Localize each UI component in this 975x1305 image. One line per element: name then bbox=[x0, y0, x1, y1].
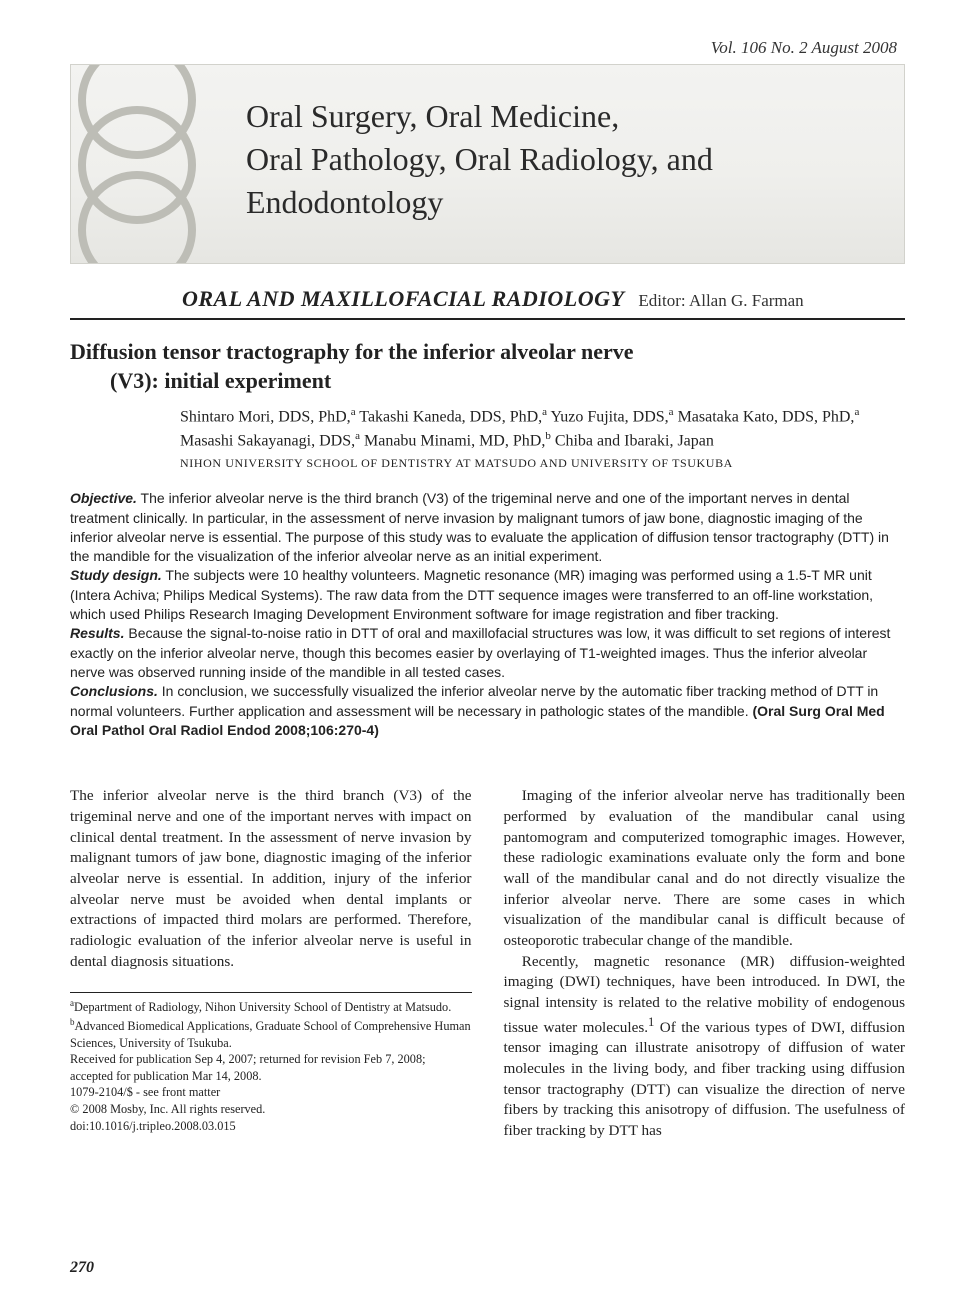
section-header: ORAL AND MAXILLOFACIAL RADIOLOGY Editor:… bbox=[70, 286, 905, 320]
article-title: Diffusion tensor tractography for the in… bbox=[70, 338, 905, 395]
abstract-block: Objective. The inferior alveolar nerve i… bbox=[70, 489, 905, 740]
footnote-copyright: © 2008 Mosby, Inc. All rights reserved. bbox=[70, 1101, 472, 1118]
abstract-results-text: Because the signal-to-noise ratio in DTT… bbox=[70, 625, 890, 680]
body-paragraph: Imaging of the inferior alveolar nerve h… bbox=[504, 786, 906, 951]
footnote-issn: 1079-2104/$ - see front matter bbox=[70, 1084, 472, 1101]
abstract-objective-text: The inferior alveolar nerve is the third… bbox=[70, 490, 889, 564]
section-name: ORAL AND MAXILLOFACIAL RADIOLOGY bbox=[182, 286, 624, 312]
section-editor: Editor: Allan G. Farman bbox=[638, 291, 803, 311]
rings-icon bbox=[70, 64, 247, 264]
page-number: 270 bbox=[70, 1259, 94, 1277]
abstract-study-label: Study design. bbox=[70, 567, 162, 583]
abstract-study-text: The subjects were 10 healthy volunteers.… bbox=[70, 567, 873, 622]
abstract-results-label: Results. bbox=[70, 625, 124, 641]
affiliation-caps: NIHON UNIVERSITY SCHOOL OF DENTISTRY AT … bbox=[70, 456, 905, 471]
body-columns: The inferior alveolar nerve is the third… bbox=[70, 786, 905, 1141]
left-column: The inferior alveolar nerve is the third… bbox=[70, 786, 472, 1141]
journal-title-line: Oral Surgery, Oral Medicine, bbox=[246, 98, 619, 134]
journal-title-line: Oral Pathology, Oral Radiology, and bbox=[246, 141, 713, 177]
article-title-line2: (V3): initial experiment bbox=[70, 367, 905, 396]
article-title-line1: Diffusion tensor tractography for the in… bbox=[70, 339, 634, 364]
footnote-received: Received for publication Sep 4, 2007; re… bbox=[70, 1051, 472, 1084]
footnotes-block: aDepartment of Radiology, Nihon Universi… bbox=[70, 992, 472, 1134]
right-column: Imaging of the inferior alveolar nerve h… bbox=[504, 786, 906, 1141]
journal-title: Oral Surgery, Oral Medicine, Oral Pathol… bbox=[246, 95, 884, 225]
abstract-objective-label: Objective. bbox=[70, 490, 137, 506]
authors-block: Shintaro Mori, DDS, PhD,a Takashi Kaneda… bbox=[70, 405, 905, 452]
abstract-conclusions-label: Conclusions. bbox=[70, 683, 158, 699]
body-paragraph: Recently, magnetic resonance (MR) diffus… bbox=[504, 952, 906, 1142]
body-paragraph: The inferior alveolar nerve is the third… bbox=[70, 786, 472, 972]
journal-banner: Oral Surgery, Oral Medicine, Oral Pathol… bbox=[70, 64, 905, 264]
footnote-doi: doi:10.1016/j.tripleo.2008.03.015 bbox=[70, 1118, 472, 1135]
footnote-a: Department of Radiology, Nihon Universit… bbox=[74, 1000, 451, 1014]
journal-title-line: Endodontology bbox=[246, 184, 443, 220]
issue-line: Vol. 106 No. 2 August 2008 bbox=[70, 38, 905, 58]
footnote-b: Advanced Biomedical Applications, Gradua… bbox=[70, 1019, 471, 1050]
